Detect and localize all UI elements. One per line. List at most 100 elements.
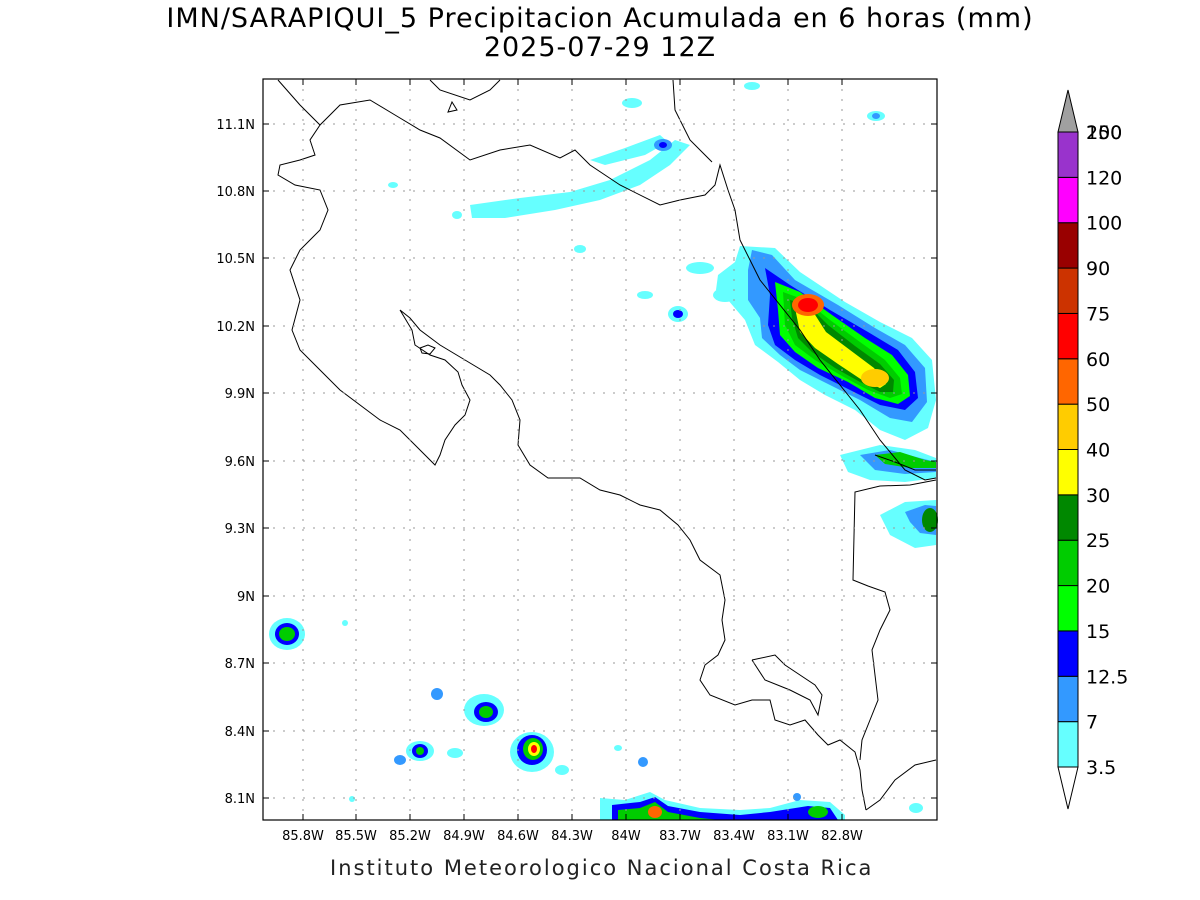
lat-tick-label: 9.3N xyxy=(225,522,255,537)
footer-credit: Instituto Meteorologico Nacional Costa R… xyxy=(330,856,874,880)
coastlines xyxy=(277,79,937,811)
coastline-panama xyxy=(865,759,937,811)
colorbar-label: 100 xyxy=(1086,213,1122,235)
precip-area-caribbean-30 xyxy=(795,308,886,388)
lat-tick-label: 9N xyxy=(237,590,255,605)
colorbar-label: 15 xyxy=(1086,621,1110,643)
coastline-caribbean xyxy=(727,189,937,481)
map-frame xyxy=(262,78,938,821)
precip-cell-pacific-3 xyxy=(447,748,463,758)
precip-core-bottom-2 xyxy=(808,806,828,818)
colorbar-label: 25 xyxy=(1086,530,1110,552)
lon-tick-label: 82.8W xyxy=(821,829,863,844)
colorbar-label: 50 xyxy=(1086,394,1110,416)
map-subtitle: 2025-07-29 12Z xyxy=(483,32,717,63)
lat-tick-label: 10.8N xyxy=(216,185,255,200)
precip-cell-small-4 xyxy=(574,245,586,253)
colorbar-swatch xyxy=(1057,630,1079,677)
precip-area-north-band-2 xyxy=(590,135,668,165)
precip-cell-small-12 xyxy=(909,803,923,813)
colorbar-swatch xyxy=(1057,403,1079,450)
lat-tick-label: 10.5N xyxy=(216,252,255,267)
precip-cell-small-10 xyxy=(342,620,348,626)
colorbar-swatch xyxy=(1057,267,1079,314)
coastline-nicoya-island xyxy=(419,344,436,355)
precip-area-bottom-band-3 xyxy=(618,802,720,820)
map-title: IMN/SARAPIQUI_5 Precipitacion Acumulada … xyxy=(166,3,1034,34)
colorbar-label: 3.5 xyxy=(1086,757,1116,779)
colorbar-swatch xyxy=(1057,358,1079,405)
precip-area-east-cell-core xyxy=(875,452,936,468)
precip-cell-nicoya-tip-3 xyxy=(279,627,295,641)
precip-cell-osa-side xyxy=(555,765,569,775)
colorbar-swatch xyxy=(1057,312,1079,360)
precip-cell-small-11 xyxy=(349,796,355,802)
coastline-gulf-dulce xyxy=(751,654,823,717)
lon-tick-label: 84W xyxy=(611,829,641,844)
precip-cell-osa-e xyxy=(531,745,537,753)
coastline-pacific-west xyxy=(277,124,867,811)
lat-tick-label: 9.9N xyxy=(225,387,255,402)
colorbar-label: 20 xyxy=(1086,576,1110,598)
coastline-north-border xyxy=(277,79,729,206)
lon-tick-label: 85.8W xyxy=(282,829,324,844)
precip-cell-small-8 xyxy=(638,757,648,767)
precip-cell-small-13 xyxy=(793,793,801,801)
lon-tick-label: 85.2W xyxy=(389,829,431,844)
precip-area-north-band xyxy=(470,140,690,218)
colorbar-label: 60 xyxy=(1086,349,1110,371)
latitude-axis: 11.1N 10.8N 10.5N 10.2N 9.9N 9.6N 9.3N 9N 8.7N 8.… xyxy=(216,118,937,807)
lon-tick-label: 84.3W xyxy=(551,829,593,844)
precip-cell-pacific-5c xyxy=(479,706,493,718)
precip-core-north-red xyxy=(798,298,818,312)
coastline-island-north xyxy=(447,100,458,113)
colorbar-label: 120 xyxy=(1086,167,1122,189)
precip-cell-small-7 xyxy=(744,82,760,90)
longitude-axis: 85.8W 85.5W 85.2W 84.9W 84.6W 84.3W 84W 83.7W 83… xyxy=(282,79,863,844)
colorbar-min-triangle xyxy=(1057,766,1079,810)
coastline-nicaragua-lake xyxy=(429,79,501,101)
precip-cell-small-1 xyxy=(637,291,653,299)
precip-cell-mid-core xyxy=(673,310,683,318)
colorbar-label: 200 xyxy=(1086,122,1122,144)
precip-cell-small-2 xyxy=(686,262,714,274)
colorbar-label: 30 xyxy=(1086,485,1110,507)
map-gridlines xyxy=(263,79,937,820)
colorbar-swatch xyxy=(1057,721,1079,768)
colorbar-swatch xyxy=(1057,539,1079,587)
colorbar-label: 150 xyxy=(1086,122,1122,144)
colorbar-swatch xyxy=(1057,675,1079,723)
colorbar-max-triangle xyxy=(1057,89,1079,133)
colorbar-swatch xyxy=(1057,585,1079,632)
lon-tick-label: 84.6W xyxy=(497,829,539,844)
colorbar-label: 12.5 xyxy=(1086,666,1128,688)
colorbar-label: 40 xyxy=(1086,440,1110,462)
lon-tick-label: 85.5W xyxy=(335,829,377,844)
lon-tick-label: 83.7W xyxy=(659,829,701,844)
precipitation-field xyxy=(269,82,938,820)
precip-cell-small-9 xyxy=(614,745,622,751)
precip-cell-pacific-4 xyxy=(431,688,443,700)
colorbar-swatch xyxy=(1057,222,1079,269)
lat-tick-label: 10.2N xyxy=(216,320,255,335)
coastline-river-east xyxy=(672,79,713,163)
lat-tick-label: 8.1N xyxy=(225,792,255,807)
precip-cell-ne-core xyxy=(872,113,880,119)
colorbar-swatch xyxy=(1057,449,1079,496)
precip-cell-small-6 xyxy=(452,211,462,219)
coastline-river-1 xyxy=(874,454,936,471)
lon-tick-label: 83.1W xyxy=(767,829,809,844)
colorbar-label: 7 xyxy=(1086,712,1098,734)
lat-tick-label: 11.1N xyxy=(216,118,255,133)
precip-cell-small-5 xyxy=(388,182,398,188)
colorbar-label: 75 xyxy=(1086,303,1110,325)
precip-core-south xyxy=(861,369,889,387)
colorbar-swatch xyxy=(1057,131,1079,178)
precip-cell-north-core xyxy=(659,142,667,148)
precip-core-bottom xyxy=(648,806,662,818)
lat-tick-label: 9.6N xyxy=(225,455,255,470)
border-costa-rica-panama xyxy=(852,479,937,761)
precip-core-limon xyxy=(922,508,938,532)
